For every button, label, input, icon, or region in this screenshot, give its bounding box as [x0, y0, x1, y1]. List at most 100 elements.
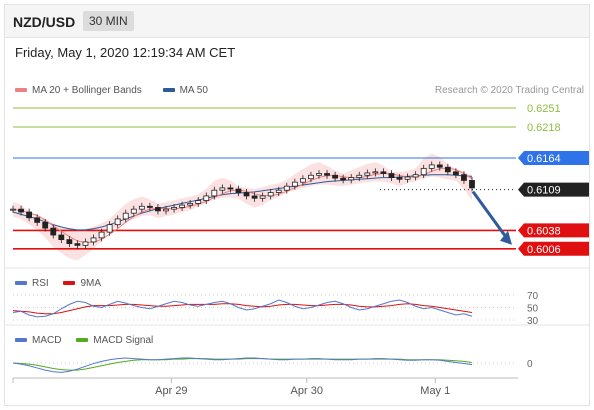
candles-group — [10, 161, 475, 249]
level-label-1: 0.6218 — [527, 122, 561, 134]
candle-body — [324, 173, 330, 176]
candle-body — [34, 217, 41, 223]
candle-body — [130, 208, 137, 214]
legend-item-ma20: MA 20 + Bollinger Bands — [15, 85, 142, 96]
candle-body — [10, 208, 16, 211]
main-legend: MA 20 + Bollinger Bands MA 50 — [15, 85, 208, 97]
rsi-legend: RSI 9MA — [15, 278, 101, 290]
candle-body — [235, 188, 242, 193]
timeframe-badge[interactable]: 30 MIN — [83, 11, 134, 31]
candle-body — [50, 227, 57, 236]
level-label-4: 0.6038 — [527, 225, 561, 237]
legend-swatch-ma20 — [15, 88, 27, 93]
legend-swatch-rsi — [15, 281, 27, 286]
level-label-0: 0.6251 — [527, 103, 561, 115]
candle-body — [179, 204, 186, 208]
candle-body — [283, 185, 290, 191]
level-tag-support-4 — [518, 223, 589, 238]
candle-body — [275, 189, 282, 193]
legend-swatch-9ma — [63, 281, 76, 286]
candle-body — [332, 174, 339, 179]
candle-body — [396, 177, 403, 180]
rsi-level-label-30: 30 — [527, 316, 539, 327]
candle-body — [364, 172, 371, 176]
x-tick-label-2: May 1 — [420, 385, 450, 397]
legend-item-macd: MACD — [15, 335, 61, 346]
chart-header: NZD/USD 30 MIN — [5, 5, 589, 38]
macd-zero-label: 0 — [527, 359, 533, 370]
candle-body — [299, 178, 306, 183]
candle-body — [444, 166, 451, 173]
rsi-level-label-70: 70 — [527, 291, 539, 302]
macd-line — [12, 357, 473, 373]
legend-label-9ma: 9MA — [80, 278, 102, 289]
candle-body — [436, 164, 443, 168]
candle-body — [356, 174, 363, 178]
candle-body — [461, 174, 467, 181]
candle-body — [308, 174, 314, 180]
candle-body — [26, 211, 33, 219]
candle-body — [251, 195, 258, 199]
legend-label-macd-signal: MACD Signal — [93, 335, 154, 346]
candle-body — [348, 177, 355, 181]
rsi-line — [12, 299, 473, 318]
legend-swatch-macd-signal — [76, 338, 89, 343]
credit-text: Research © 2020 Trading Central — [434, 85, 584, 96]
candle-body — [227, 187, 234, 190]
macd-legend: MACD MACD Signal — [15, 335, 153, 347]
ma20-line — [12, 167, 473, 244]
legend-label-ma50: MA 50 — [179, 85, 208, 96]
candle-body — [404, 176, 411, 180]
legend-item-rsi: RSI — [15, 278, 49, 289]
x-tick-label-1: Apr 30 — [291, 385, 323, 397]
candle-body — [155, 207, 161, 212]
legend-swatch-macd — [15, 338, 27, 343]
candle-body — [195, 200, 202, 204]
legend-label-macd: MACD — [32, 335, 62, 346]
candle-body — [138, 205, 145, 210]
candle-body — [82, 241, 89, 246]
candle-body — [420, 167, 427, 176]
candle-body — [316, 173, 322, 176]
candle-body — [74, 243, 81, 246]
candle-body — [259, 195, 266, 199]
currency-pair: NZD/USD — [13, 14, 76, 30]
forecast-arrow-shaft — [471, 190, 510, 241]
rsi-level-label-50: 50 — [527, 304, 539, 315]
level-tag-support-5 — [518, 241, 589, 256]
candle-body — [388, 173, 395, 178]
level-label-3: 0.6109 — [527, 185, 561, 197]
candle-body — [203, 195, 210, 201]
candle-body — [219, 187, 226, 191]
candle-body — [66, 239, 73, 245]
candle-body — [291, 181, 298, 187]
candle-body — [211, 189, 218, 197]
candle-body — [452, 171, 459, 176]
candle-body — [171, 207, 177, 210]
candle-body — [42, 221, 49, 229]
candle-body — [372, 171, 379, 174]
legend-label-ma20: MA 20 + Bollinger Bands — [32, 85, 142, 96]
level-tag-last-3 — [518, 182, 589, 197]
level-label-5: 0.6006 — [527, 244, 561, 256]
ma50-line — [12, 174, 473, 231]
rsi-9ma-line — [12, 303, 473, 315]
level-tag-pivot-2 — [518, 151, 589, 166]
candle-body — [122, 212, 129, 220]
timestamp: Friday, May 1, 2020 12:19:34 AM CET — [15, 45, 236, 60]
level-label-2: 0.6164 — [527, 153, 561, 165]
legend-label-rsi: RSI — [32, 278, 49, 289]
candle-body — [98, 231, 105, 239]
forecast-arrow-head — [500, 230, 512, 245]
legend-item-9ma: 9MA — [63, 278, 101, 289]
candle-body — [243, 192, 250, 197]
chart-frame — [4, 4, 590, 406]
legend-swatch-ma50 — [162, 88, 175, 93]
candle-body — [187, 203, 194, 206]
bollinger-band — [13, 153, 472, 261]
candle-body — [412, 174, 419, 178]
candle-body — [267, 192, 274, 197]
candle-body — [146, 205, 153, 208]
x-tick-label-0: Apr 29 — [155, 385, 187, 397]
